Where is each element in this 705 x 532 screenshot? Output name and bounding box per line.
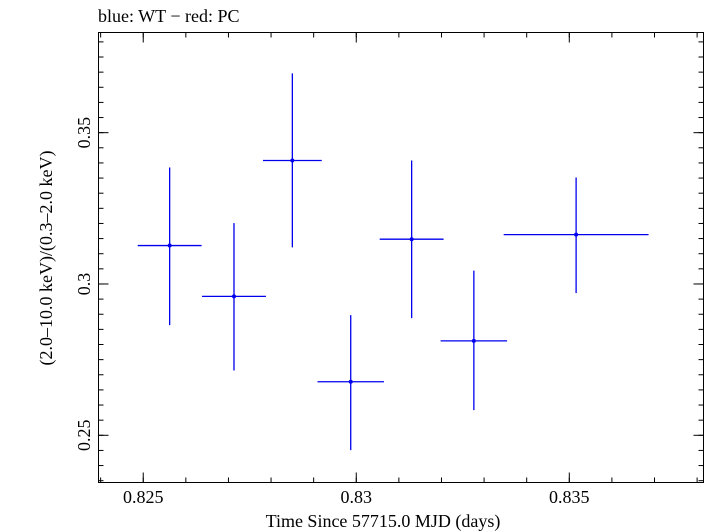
plot-frame	[98, 32, 704, 483]
y-tick-label: 0.3	[74, 273, 94, 296]
data-point	[167, 243, 172, 248]
x-tick-label: 0.825	[123, 487, 164, 507]
x-tick-label: 0.83	[341, 487, 373, 507]
data-point	[574, 232, 579, 237]
y-tick-label: 0.35	[74, 117, 94, 149]
chart-title: blue: WT − red: PC	[98, 6, 239, 26]
data-point	[348, 379, 353, 384]
data-point	[471, 338, 476, 343]
y-tick-label: 0.25	[74, 420, 94, 452]
data-point	[409, 237, 414, 242]
axis-ticks: 0.825 0.83 0.835 0.25 0.3 0.35	[74, 32, 704, 507]
data-point	[290, 158, 295, 163]
x-tick-label: 0.835	[549, 487, 590, 507]
data-series-wt	[137, 73, 649, 451]
x-axis-label: Time Since 57715.0 MJD (days)	[266, 511, 501, 532]
data-point	[231, 294, 236, 299]
y-axis-label: (2.0–10.0 keV)/(0.3–2.0 keV)	[36, 151, 57, 366]
